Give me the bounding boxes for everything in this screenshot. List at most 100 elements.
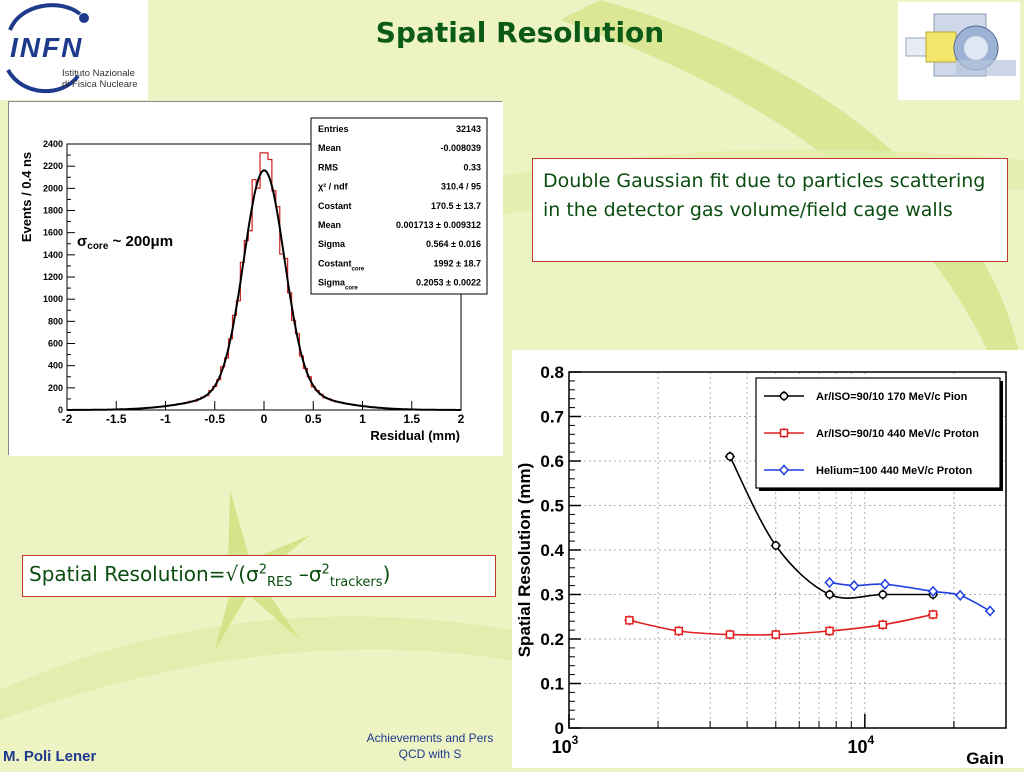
- histogram-x-tick-label: 2: [458, 412, 465, 426]
- histogram-y-tick-label: 2000: [43, 183, 63, 193]
- y-tick-label: 0.1: [540, 675, 564, 694]
- infn-logo-name: INFN: [10, 32, 84, 63]
- double-gaussian-fit-curve: [67, 169, 461, 411]
- detector-image: [898, 2, 1020, 100]
- data-point-series-1: [877, 589, 888, 600]
- histogram-y-tick-label: 1200: [43, 272, 63, 282]
- data-point-series-1: [770, 540, 781, 551]
- histogram-x-tick-label: 1: [359, 412, 366, 426]
- stats-label: Sigmacore: [318, 278, 358, 292]
- data-point-series-3: [849, 579, 860, 592]
- stats-value: 0.33: [463, 162, 481, 172]
- stats-value: 1992 ± 18.7: [434, 258, 481, 268]
- data-point-series-2: [824, 625, 835, 636]
- sigma-core-subscript: core: [87, 241, 109, 252]
- sigma-core-value: ~ 200μm: [108, 233, 173, 250]
- histogram-y-tick-label: 600: [48, 339, 63, 349]
- data-point-series-1: [724, 451, 735, 462]
- stats-label: RMS: [318, 162, 338, 172]
- histogram-x-tick-label: 0.5: [305, 412, 322, 426]
- resolution-axis-label: Spatial Resolution (mm): [515, 463, 534, 658]
- data-point-series-2: [673, 625, 684, 636]
- stats-label: Mean: [318, 220, 341, 230]
- stats-label: Costant: [318, 201, 352, 211]
- infn-logo: INFN Istituto Nazionale di Fisica Nuclea…: [0, 0, 148, 100]
- data-point-series-1: [824, 589, 835, 600]
- formula-sup2: 2: [321, 562, 330, 578]
- infn-logo-subtitle-line2: di Fisica Nucleare: [62, 79, 138, 90]
- histogram-y-tick-label: 2400: [43, 139, 63, 149]
- stats-value: 0.564 ± 0.016: [426, 239, 481, 249]
- stats-value: 0.2053 ± 0.0022: [416, 278, 481, 288]
- author-name: M. Poli Lener: [3, 748, 97, 765]
- histogram-x-tick-label: -0.5: [204, 412, 225, 426]
- histogram-x-tick-label: -2: [62, 412, 73, 426]
- stats-label: χ² / ndf: [318, 182, 349, 192]
- y-tick-label: 0.3: [540, 586, 564, 605]
- y-tick-label: 0.5: [540, 497, 564, 516]
- histogram-x-tick-label: 1.5: [403, 412, 420, 426]
- stats-value: 32143: [456, 124, 481, 134]
- infn-logo-subtitle-line1: Istituto Nazionale: [62, 68, 135, 79]
- histogram-y-tick-label: 1600: [43, 228, 63, 238]
- histogram-y-tick-label: 800: [48, 316, 63, 326]
- stats-value: 170.5 ± 13.7: [431, 201, 481, 211]
- footer-line1: Achievements and Pers: [366, 731, 494, 745]
- histogram-y-tick-label: 1000: [43, 294, 63, 304]
- infn-logo-mark: [6, 3, 89, 93]
- data-point-series-2: [928, 609, 939, 620]
- footer-text: Achievements and Pers QCD with S: [345, 730, 515, 762]
- data-point-series-3: [955, 589, 966, 602]
- legend-label: Ar/ISO=90/10 440 MeV/c Proton: [816, 428, 979, 440]
- legend-label: Helium=100 440 MeV/c Proton: [816, 465, 972, 477]
- formula-sub2: trackers: [329, 575, 383, 590]
- histogram-y-tick-label: 400: [48, 361, 63, 371]
- legend-marker: [779, 391, 789, 401]
- y-tick-label: 0.2: [540, 630, 564, 649]
- stats-value: 0.001713 ± 0.009312: [396, 220, 481, 230]
- double-gaussian-note: Double Gaussian fit due to particles sca…: [532, 158, 1008, 262]
- resolution-vs-gain-panel: 0 0.1 0.2 0.3 0.4 0.5 0.6 0.7 0.8 103 104 Ar/ISO=9…: [512, 350, 1024, 768]
- histogram-y-axis-label: Events / 0.4 ns: [19, 152, 34, 242]
- histogram-y-tick-label: 0: [58, 405, 63, 415]
- sigma-core-annotation: σcore ~ 200μm: [77, 233, 173, 252]
- stats-label: Mean: [318, 143, 341, 153]
- stats-label: Costantcore: [318, 258, 365, 272]
- infn-logo-subtitle: Istituto Nazionale di Fisica Nucleare: [62, 68, 148, 90]
- resolution-vs-gain-chart: 0 0.1 0.2 0.3 0.4 0.5 0.6 0.7 0.8 103 104 Ar/ISO=9…: [512, 350, 1024, 768]
- y-tick-label: 0: [555, 719, 564, 738]
- spatial-resolution-formula: Spatial Resolution=√(σ2RES –σ2trackers): [22, 555, 496, 597]
- data-point-series-3: [880, 578, 891, 590]
- data-point-series-2: [724, 629, 735, 640]
- x-tick-label: 104: [847, 733, 874, 757]
- x-tick-label: 103: [552, 733, 579, 757]
- stats-label: Sigma: [318, 239, 346, 249]
- data-point-series-3: [985, 605, 996, 617]
- stats-box: [310, 117, 488, 295]
- histogram-x-tick-label: 0: [261, 412, 268, 426]
- stats-label: Entries: [318, 124, 349, 134]
- histogram-panel: 0 200 400 600 800 1000 1200 1400 1600 1800 2000 220…: [8, 101, 503, 456]
- stats-value: -0.008039: [440, 143, 481, 153]
- stats-value: 310.4 / 95: [441, 182, 481, 192]
- footer-line2: QCD with S: [398, 747, 462, 761]
- series-line-1: [729, 456, 933, 599]
- sigma-symbol: σ: [77, 233, 87, 250]
- formula-sup1: 2: [258, 562, 267, 578]
- legend-label: Ar/ISO=90/10 170 MeV/c Pion: [816, 391, 968, 403]
- data-point-series-3: [824, 576, 835, 589]
- formula-prefix: Spatial Resolution=√(σ: [29, 562, 259, 586]
- histogram-y-tick-label: 200: [48, 383, 63, 393]
- histogram-x-axis-label: Residual (mm): [370, 428, 460, 443]
- histogram-y-tick-label: 1800: [43, 206, 63, 216]
- formula-sub1: RES: [266, 575, 293, 590]
- legend-marker: [779, 428, 789, 438]
- histogram-x-tick-label: -1.5: [106, 412, 127, 426]
- data-point-series-2: [877, 619, 888, 630]
- y-tick-label: 0.7: [540, 408, 564, 427]
- histogram-y-tick-label: 2200: [43, 161, 63, 171]
- formula-suffix: ): [382, 562, 391, 586]
- y-tick-label: 0.4: [540, 541, 564, 560]
- residual-histogram: 0 200 400 600 800 1000 1200 1400 1600 1800 2000 220…: [9, 102, 503, 456]
- slide-title: Spatial Resolution: [375, 16, 665, 49]
